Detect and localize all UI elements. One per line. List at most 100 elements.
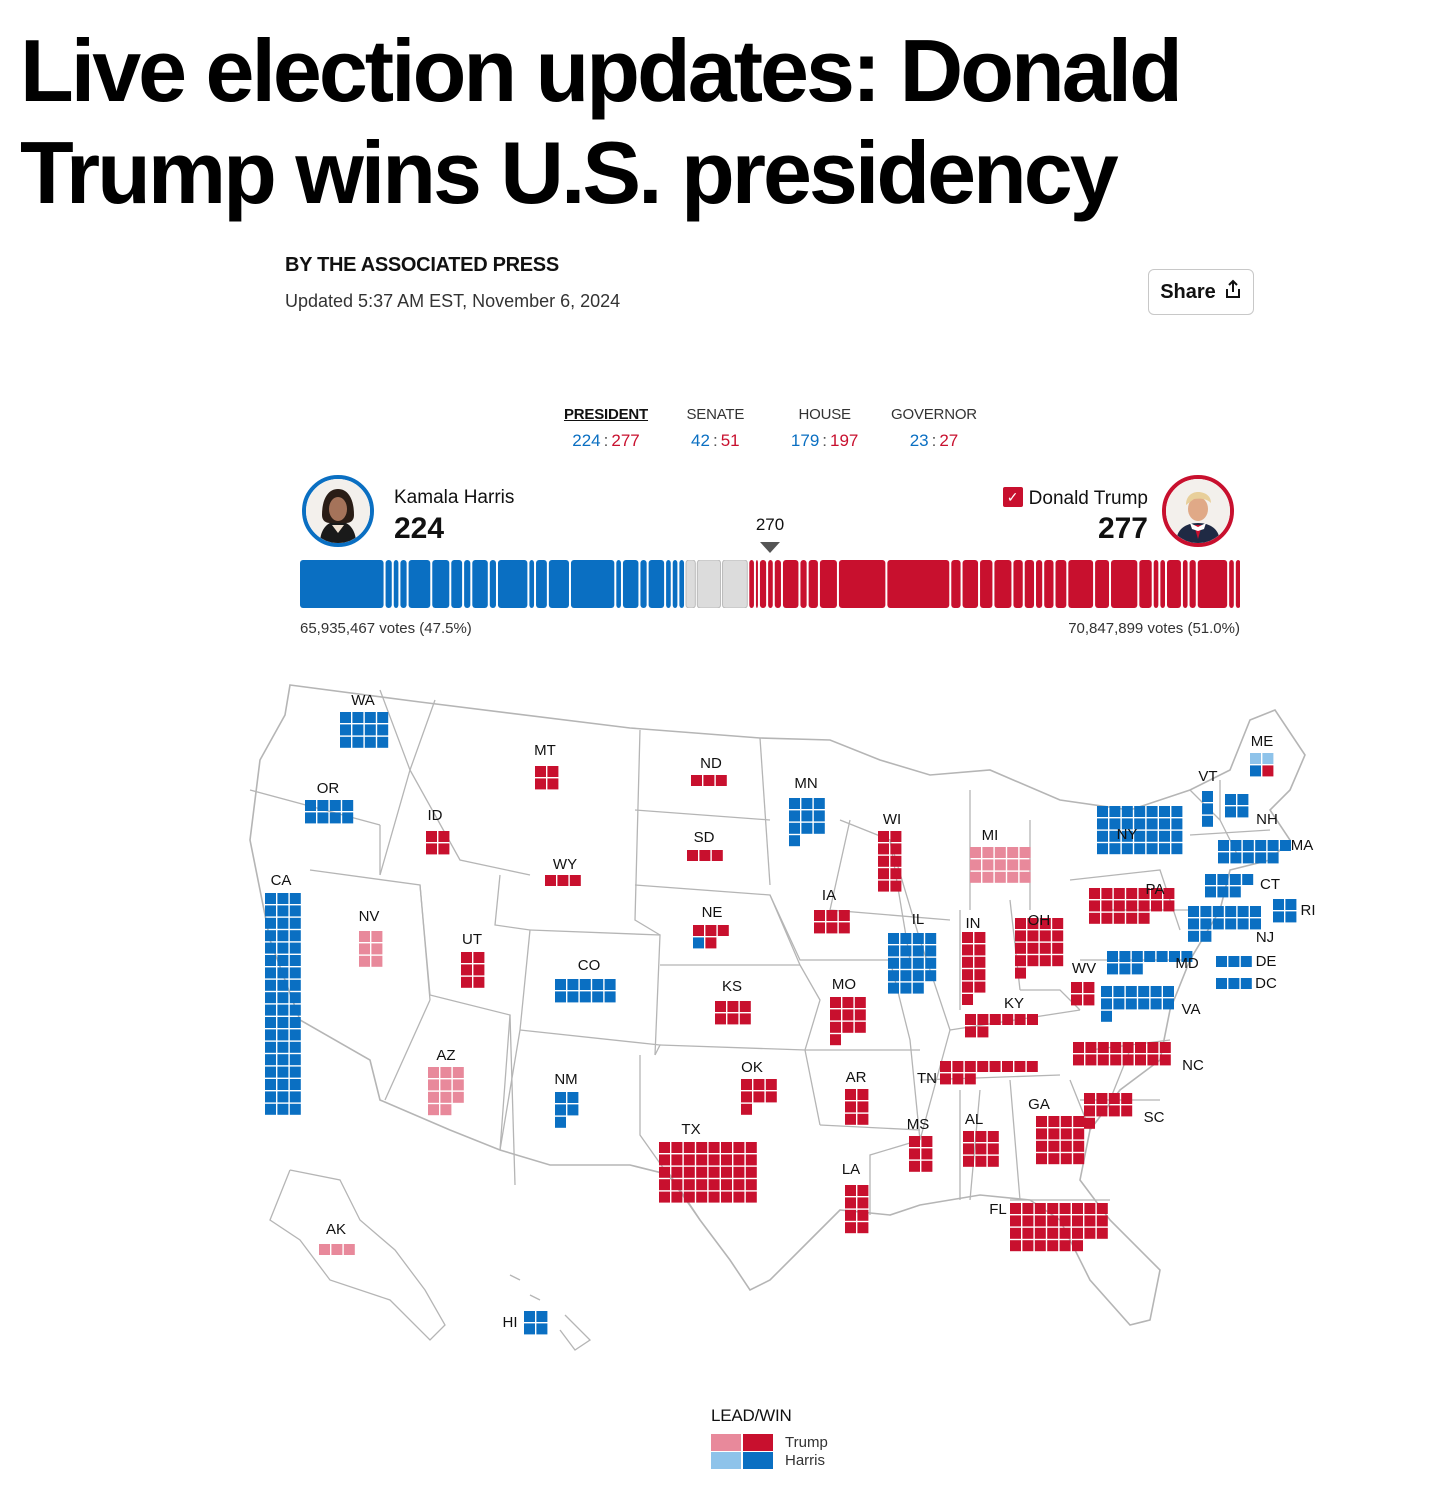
state-al[interactable]: AL [963, 1111, 999, 1167]
state-ak[interactable]: AK [319, 1221, 355, 1255]
state-border [379, 689, 411, 771]
ev-tile [1188, 918, 1199, 930]
state-md[interactable]: MD [1107, 951, 1199, 975]
trump-win-swatch [743, 1434, 773, 1451]
state-oh[interactable]: OH [1015, 912, 1064, 979]
ev-tile [989, 1014, 1001, 1025]
state-nj[interactable]: NJ [1188, 906, 1274, 946]
state-nd[interactable]: ND [691, 755, 727, 786]
ev-tile [1159, 830, 1170, 842]
dem-segment [497, 560, 528, 608]
state-fl[interactable]: FL [989, 1201, 1108, 1252]
ev-tile [1159, 818, 1170, 830]
state-ma[interactable]: MA [1218, 837, 1313, 864]
dem-segment [640, 560, 647, 608]
state-nh[interactable]: NH [1225, 794, 1278, 828]
ev-tile [671, 1166, 683, 1178]
state-ct[interactable]: CT [1205, 874, 1280, 898]
state-dc[interactable]: DC [1216, 975, 1277, 992]
state-mo[interactable]: MO [830, 976, 866, 1046]
state-mn[interactable]: MN [789, 775, 825, 847]
ev-tile [845, 1197, 856, 1209]
ev-tile [1163, 900, 1175, 912]
state-ok[interactable]: OK [741, 1059, 777, 1115]
state-border [769, 894, 890, 961]
ev-tile [801, 822, 813, 834]
state-label: WV [1072, 960, 1096, 977]
state-az[interactable]: AZ [428, 1047, 464, 1116]
state-ca[interactable]: CA [265, 872, 301, 1115]
state-ms[interactable]: MS [907, 1116, 933, 1172]
state-mt[interactable]: MT [534, 742, 559, 790]
state-ga[interactable]: GA [1028, 1096, 1085, 1165]
state-va[interactable]: VA [1101, 986, 1200, 1022]
state-sc[interactable]: SC [1084, 1093, 1165, 1129]
dem-segment [529, 560, 535, 608]
ev-tile [691, 775, 702, 786]
state-label: WY [553, 856, 577, 873]
ev-tile [1255, 840, 1267, 851]
state-wa[interactable]: WA [340, 692, 389, 748]
ev-tile [1285, 911, 1297, 923]
state-hi[interactable]: HI [503, 1311, 548, 1335]
ev-tile [1218, 840, 1229, 851]
state-nm[interactable]: NM [554, 1071, 579, 1128]
ev-tile [428, 1091, 439, 1103]
ev-tile [289, 917, 301, 929]
state-nv[interactable]: NV [359, 908, 383, 967]
state-ks[interactable]: KS [715, 978, 751, 1025]
ev-tile [1242, 874, 1254, 885]
state-wy[interactable]: WY [545, 856, 581, 886]
ev-tile [277, 992, 289, 1004]
state-ut[interactable]: UT [461, 931, 485, 988]
ev-tile [1039, 942, 1051, 954]
ev-tile [830, 997, 841, 1008]
ev-tile [975, 1155, 987, 1167]
dem-score: 42 [691, 431, 710, 450]
ev-tile [426, 831, 437, 842]
ev-tile [555, 1092, 566, 1103]
state-ny[interactable]: NY [1097, 806, 1183, 855]
ev-tile [289, 1066, 301, 1078]
state-ia[interactable]: IA [814, 887, 850, 934]
state-pa[interactable]: PA [1089, 881, 1175, 924]
state-sd[interactable]: SD [687, 829, 723, 861]
tab-house[interactable]: HOUSE 179:197 [779, 406, 871, 451]
ev-tile [1202, 815, 1213, 827]
tab-president[interactable]: PRESIDENT 224:277 [560, 406, 652, 451]
state-il[interactable]: IL [888, 911, 937, 994]
state-border [419, 884, 511, 1151]
state-me[interactable]: ME [1250, 733, 1274, 777]
ev-tile [696, 1142, 708, 1153]
state-vt[interactable]: VT [1198, 768, 1218, 827]
state-label: DC [1255, 975, 1277, 992]
state-id[interactable]: ID [426, 807, 450, 855]
state-in[interactable]: IN [962, 915, 986, 1005]
state-wi[interactable]: WI [878, 811, 902, 892]
state-mi[interactable]: MI [970, 827, 1031, 883]
rep-segment [951, 560, 961, 608]
state-la[interactable]: LA [842, 1161, 869, 1234]
state-ky[interactable]: KY [965, 995, 1038, 1038]
tab-governor[interactable]: GOVERNOR 23:27 [888, 406, 980, 451]
ev-tile [1060, 1128, 1072, 1140]
state-tx[interactable]: TX [659, 1121, 757, 1203]
state-co[interactable]: CO [555, 957, 616, 1003]
state-wv[interactable]: WV [1071, 960, 1096, 1006]
ev-tile [1125, 986, 1137, 997]
legend-title: LEAD/WIN [711, 1406, 792, 1425]
state-ar[interactable]: AR [845, 1069, 869, 1125]
ev-tile [970, 847, 981, 858]
share-button[interactable]: Share [1148, 269, 1254, 315]
ev-tile [977, 1026, 989, 1038]
tab-senate[interactable]: SENATE 42:51 [669, 406, 761, 451]
ev-tile [289, 979, 301, 991]
state-ri[interactable]: RI [1273, 899, 1316, 923]
state-or[interactable]: OR [305, 780, 354, 824]
state-tn[interactable]: TN [917, 1061, 1038, 1087]
state-nc[interactable]: NC [1073, 1042, 1204, 1074]
state-de[interactable]: DE [1216, 953, 1276, 970]
ev-tile [963, 1131, 974, 1142]
ev-tile [909, 1136, 920, 1147]
state-ne[interactable]: NE [693, 904, 729, 949]
